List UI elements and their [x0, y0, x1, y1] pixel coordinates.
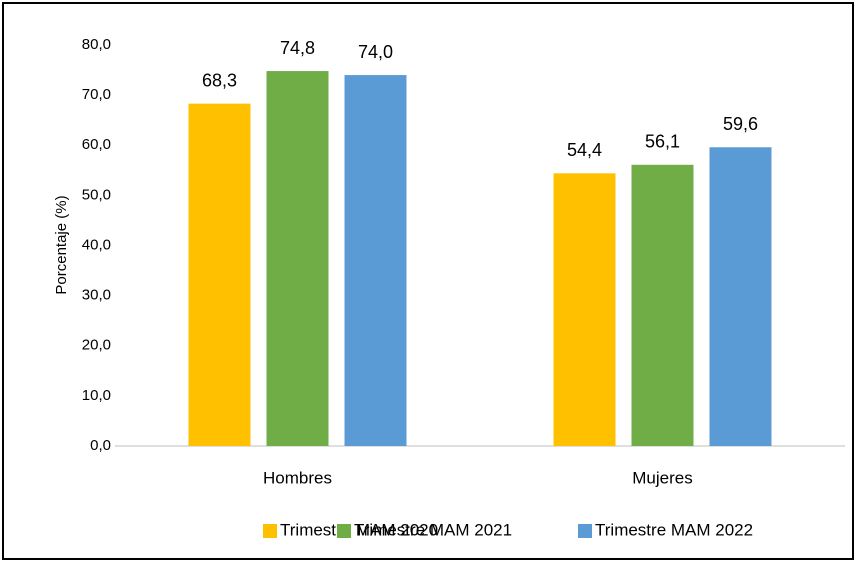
y-tick-label: 50,0 [82, 186, 111, 203]
y-tick-label: 30,0 [82, 287, 111, 304]
x-tick-label: Hombres [263, 468, 332, 487]
legend-swatch [263, 524, 277, 538]
data-label: 74,8 [280, 38, 315, 58]
bar [709, 147, 772, 446]
y-tick-label: 60,0 [82, 136, 111, 153]
y-tick-label: 0,0 [90, 437, 111, 454]
y-tick-label: 80,0 [82, 36, 111, 53]
data-label: 54,4 [567, 140, 602, 160]
y-tick-label: 20,0 [82, 337, 111, 354]
y-tick-label: 10,0 [82, 387, 111, 404]
bar [188, 103, 251, 447]
data-label: 56,1 [645, 132, 680, 152]
data-label: 68,3 [202, 70, 237, 90]
bar [553, 173, 616, 446]
bar [344, 75, 407, 446]
y-tick-label: 40,0 [82, 236, 111, 253]
data-label: 74,0 [358, 42, 393, 62]
legend-label: Trimestre MAM 2020 [280, 520, 438, 539]
legend-swatch [578, 524, 592, 538]
data-label: 59,6 [723, 114, 758, 134]
y-axis-label: Porcentaje (%) [53, 195, 70, 294]
bar [266, 71, 329, 446]
bar [631, 164, 694, 446]
legend-label: Trimestre MAM 2021 [354, 520, 512, 539]
legend-label: Trimestre MAM 2022 [595, 520, 753, 539]
legend-swatch [337, 524, 351, 538]
y-tick-label: 70,0 [82, 86, 111, 103]
x-tick-label: Mujeres [632, 468, 692, 487]
